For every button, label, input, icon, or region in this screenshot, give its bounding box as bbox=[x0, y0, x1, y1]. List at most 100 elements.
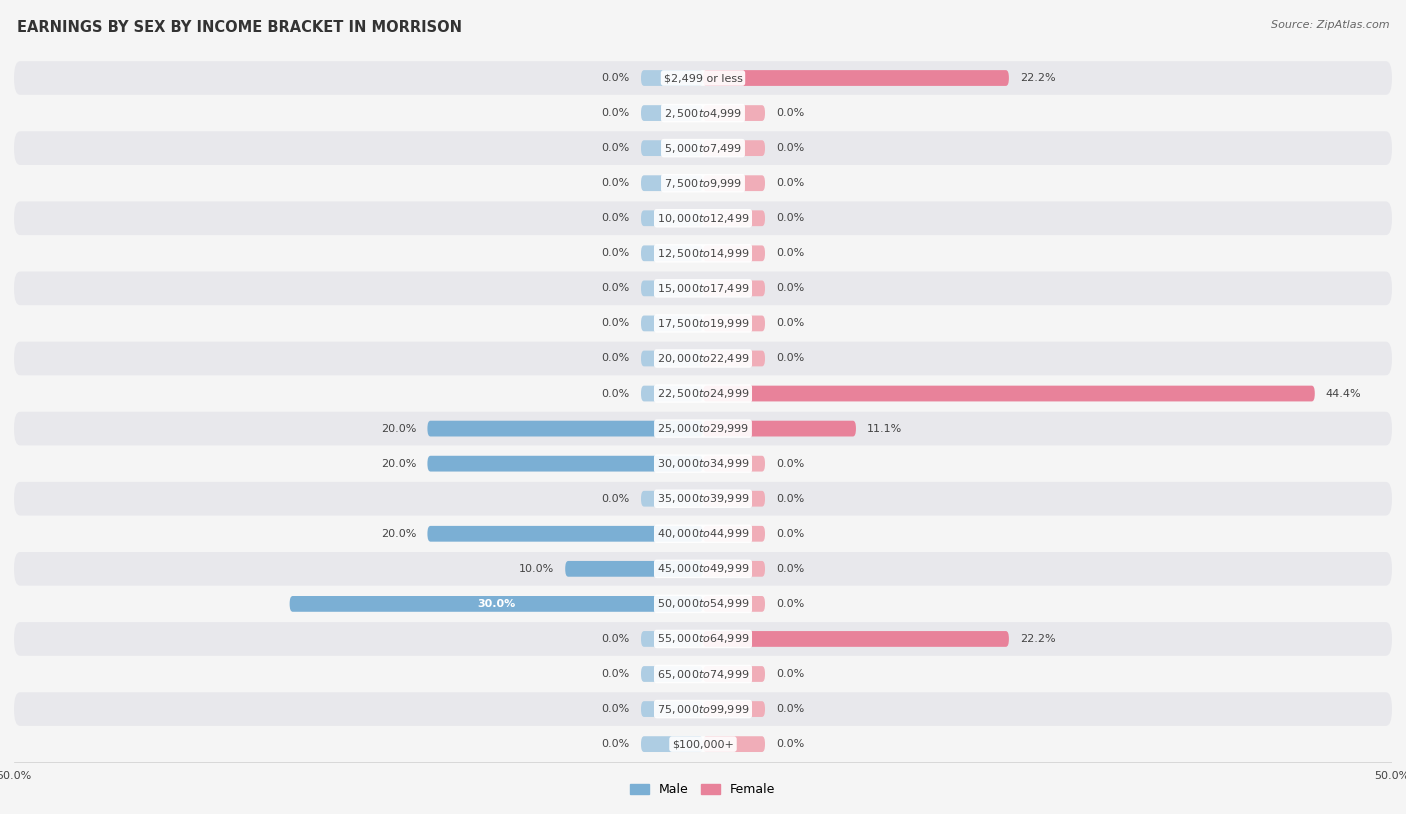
FancyBboxPatch shape bbox=[290, 596, 703, 612]
FancyBboxPatch shape bbox=[641, 175, 703, 191]
Text: 20.0%: 20.0% bbox=[381, 458, 416, 469]
Text: 0.0%: 0.0% bbox=[776, 529, 804, 539]
Text: $15,000 to $17,499: $15,000 to $17,499 bbox=[657, 282, 749, 295]
Text: $7,500 to $9,999: $7,500 to $9,999 bbox=[664, 177, 742, 190]
Text: 44.4%: 44.4% bbox=[1326, 388, 1361, 399]
FancyBboxPatch shape bbox=[703, 631, 1010, 647]
Text: $2,499 or less: $2,499 or less bbox=[664, 73, 742, 83]
FancyBboxPatch shape bbox=[703, 210, 765, 226]
FancyBboxPatch shape bbox=[14, 412, 1392, 445]
FancyBboxPatch shape bbox=[641, 105, 703, 121]
FancyBboxPatch shape bbox=[641, 701, 703, 717]
FancyBboxPatch shape bbox=[14, 482, 1392, 515]
FancyBboxPatch shape bbox=[703, 456, 765, 471]
FancyBboxPatch shape bbox=[703, 736, 765, 752]
FancyBboxPatch shape bbox=[14, 692, 1392, 726]
Text: 0.0%: 0.0% bbox=[602, 669, 630, 679]
Text: $25,000 to $29,999: $25,000 to $29,999 bbox=[657, 422, 749, 435]
Text: 0.0%: 0.0% bbox=[602, 634, 630, 644]
FancyBboxPatch shape bbox=[14, 166, 1392, 200]
FancyBboxPatch shape bbox=[14, 587, 1392, 621]
FancyBboxPatch shape bbox=[703, 245, 765, 261]
FancyBboxPatch shape bbox=[703, 561, 765, 577]
FancyBboxPatch shape bbox=[703, 701, 765, 717]
FancyBboxPatch shape bbox=[14, 237, 1392, 270]
FancyBboxPatch shape bbox=[14, 727, 1392, 761]
Text: 10.0%: 10.0% bbox=[519, 564, 554, 574]
Text: 0.0%: 0.0% bbox=[776, 739, 804, 749]
Text: 0.0%: 0.0% bbox=[602, 388, 630, 399]
Text: 0.0%: 0.0% bbox=[602, 704, 630, 714]
Text: 0.0%: 0.0% bbox=[602, 494, 630, 504]
Text: 0.0%: 0.0% bbox=[602, 739, 630, 749]
FancyBboxPatch shape bbox=[427, 456, 703, 471]
FancyBboxPatch shape bbox=[703, 596, 765, 612]
FancyBboxPatch shape bbox=[427, 526, 703, 541]
Text: $50,000 to $54,999: $50,000 to $54,999 bbox=[657, 597, 749, 610]
Text: $2,500 to $4,999: $2,500 to $4,999 bbox=[664, 107, 742, 120]
Text: 0.0%: 0.0% bbox=[776, 108, 804, 118]
Text: 0.0%: 0.0% bbox=[776, 704, 804, 714]
FancyBboxPatch shape bbox=[641, 140, 703, 156]
Text: 0.0%: 0.0% bbox=[776, 564, 804, 574]
Text: 22.2%: 22.2% bbox=[1019, 73, 1056, 83]
FancyBboxPatch shape bbox=[14, 377, 1392, 410]
FancyBboxPatch shape bbox=[703, 421, 856, 436]
FancyBboxPatch shape bbox=[703, 105, 765, 121]
Text: 0.0%: 0.0% bbox=[776, 143, 804, 153]
FancyBboxPatch shape bbox=[641, 666, 703, 682]
Text: 20.0%: 20.0% bbox=[381, 423, 416, 434]
FancyBboxPatch shape bbox=[641, 351, 703, 366]
Text: 0.0%: 0.0% bbox=[776, 353, 804, 364]
FancyBboxPatch shape bbox=[427, 421, 703, 436]
Text: 0.0%: 0.0% bbox=[776, 248, 804, 258]
Text: $35,000 to $39,999: $35,000 to $39,999 bbox=[657, 492, 749, 505]
FancyBboxPatch shape bbox=[641, 631, 703, 647]
Text: 0.0%: 0.0% bbox=[602, 178, 630, 188]
FancyBboxPatch shape bbox=[703, 70, 1010, 86]
Text: 0.0%: 0.0% bbox=[602, 353, 630, 364]
FancyBboxPatch shape bbox=[641, 70, 703, 86]
Text: 22.2%: 22.2% bbox=[1019, 634, 1056, 644]
Text: 30.0%: 30.0% bbox=[477, 599, 516, 609]
Text: $10,000 to $12,499: $10,000 to $12,499 bbox=[657, 212, 749, 225]
Text: $75,000 to $99,999: $75,000 to $99,999 bbox=[657, 702, 749, 716]
Text: 0.0%: 0.0% bbox=[602, 248, 630, 258]
Text: 0.0%: 0.0% bbox=[776, 669, 804, 679]
Text: $55,000 to $64,999: $55,000 to $64,999 bbox=[657, 632, 749, 646]
Text: $20,000 to $22,499: $20,000 to $22,499 bbox=[657, 352, 749, 365]
Text: 20.0%: 20.0% bbox=[381, 529, 416, 539]
Text: $100,000+: $100,000+ bbox=[672, 739, 734, 749]
FancyBboxPatch shape bbox=[703, 351, 765, 366]
FancyBboxPatch shape bbox=[703, 140, 765, 156]
FancyBboxPatch shape bbox=[641, 210, 703, 226]
FancyBboxPatch shape bbox=[641, 316, 703, 331]
Text: EARNINGS BY SEX BY INCOME BRACKET IN MORRISON: EARNINGS BY SEX BY INCOME BRACKET IN MOR… bbox=[17, 20, 463, 35]
Text: $22,500 to $24,999: $22,500 to $24,999 bbox=[657, 387, 749, 400]
Text: $30,000 to $34,999: $30,000 to $34,999 bbox=[657, 457, 749, 470]
FancyBboxPatch shape bbox=[14, 201, 1392, 235]
FancyBboxPatch shape bbox=[703, 386, 1315, 401]
Text: $17,500 to $19,999: $17,500 to $19,999 bbox=[657, 317, 749, 330]
Text: 0.0%: 0.0% bbox=[776, 318, 804, 328]
FancyBboxPatch shape bbox=[641, 491, 703, 506]
FancyBboxPatch shape bbox=[641, 245, 703, 261]
FancyBboxPatch shape bbox=[703, 666, 765, 682]
FancyBboxPatch shape bbox=[14, 342, 1392, 375]
Text: $12,500 to $14,999: $12,500 to $14,999 bbox=[657, 247, 749, 260]
Text: 0.0%: 0.0% bbox=[602, 283, 630, 293]
FancyBboxPatch shape bbox=[14, 657, 1392, 691]
Text: 0.0%: 0.0% bbox=[776, 599, 804, 609]
FancyBboxPatch shape bbox=[703, 316, 765, 331]
Text: 0.0%: 0.0% bbox=[776, 178, 804, 188]
FancyBboxPatch shape bbox=[14, 272, 1392, 305]
FancyBboxPatch shape bbox=[641, 281, 703, 296]
FancyBboxPatch shape bbox=[14, 307, 1392, 340]
Text: $5,000 to $7,499: $5,000 to $7,499 bbox=[664, 142, 742, 155]
FancyBboxPatch shape bbox=[14, 96, 1392, 130]
Text: $45,000 to $49,999: $45,000 to $49,999 bbox=[657, 562, 749, 575]
FancyBboxPatch shape bbox=[565, 561, 703, 577]
Text: 0.0%: 0.0% bbox=[602, 318, 630, 328]
Text: 0.0%: 0.0% bbox=[776, 213, 804, 223]
FancyBboxPatch shape bbox=[641, 736, 703, 752]
